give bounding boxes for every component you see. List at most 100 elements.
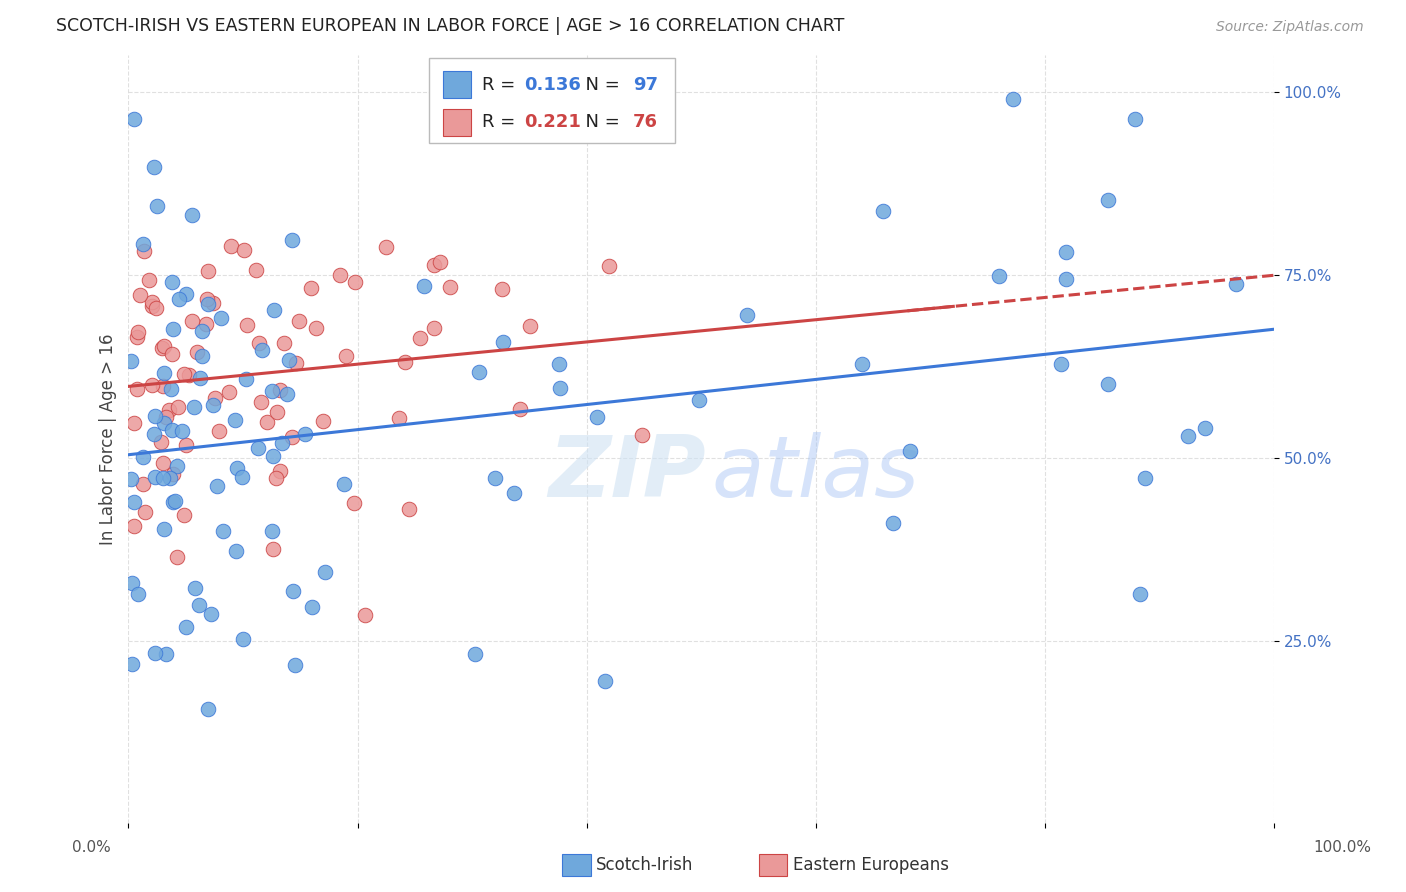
Point [1050,357,1073,371]
Point [165,493,187,508]
Point [468,365,491,379]
Point [689,392,711,407]
Point [235,372,257,386]
Point [153,339,176,353]
Point [179,368,201,382]
Point [162,495,184,509]
Point [155,648,177,662]
Point [271,436,294,450]
Point [120,472,142,486]
Point [197,264,219,278]
Point [269,464,291,478]
Point [484,471,506,485]
Point [464,647,486,661]
Point [264,471,287,485]
Point [281,233,304,247]
Point [201,398,224,412]
Point [898,444,921,458]
Point [246,441,269,455]
Point [233,243,256,257]
Point [284,657,307,672]
Point [502,486,524,500]
Point [245,262,267,277]
Point [180,314,202,328]
Point [1133,471,1156,485]
Point [153,416,176,430]
Point [121,657,143,672]
Point [152,456,174,470]
Point [1194,421,1216,435]
Point [191,324,214,338]
Point [167,400,190,414]
Point [122,495,145,509]
Point [224,413,246,427]
Text: 0.136: 0.136 [524,76,581,94]
Point [872,204,894,219]
Point [204,391,226,405]
Point [160,382,183,396]
Text: R =: R = [482,76,522,94]
Point [548,357,571,371]
Point [226,461,249,475]
Point [409,330,432,344]
Text: N =: N = [574,113,626,131]
Point [162,467,184,482]
Text: 97: 97 [633,76,658,94]
Point [138,273,160,287]
Point [252,343,274,357]
Point [280,430,302,444]
Point [263,303,285,318]
Point [145,301,167,316]
Point [152,471,174,485]
Point [152,379,174,393]
Point [145,646,167,660]
Point [509,402,531,417]
Point [232,632,254,646]
Point [288,313,311,327]
Point [200,607,222,622]
Point [173,508,195,523]
Point [170,424,193,438]
Point [125,382,148,396]
Point [387,411,409,425]
Point [176,619,198,633]
Point [162,275,184,289]
Text: 76: 76 [633,113,658,131]
Point [301,599,323,614]
Point [394,355,416,369]
Text: ZIP: ZIP [548,433,706,516]
Text: SCOTCH-IRISH VS EASTERN EUROPEAN IN LABOR FORCE | AGE > 16 CORRELATION CHART: SCOTCH-IRISH VS EASTERN EUROPEAN IN LABO… [56,17,845,35]
Point [184,581,207,595]
Point [299,281,322,295]
Point [141,294,163,309]
Point [247,335,270,350]
Point [631,427,654,442]
Point [1097,193,1119,207]
Point [188,599,211,613]
Text: Scotch-Irish: Scotch-Irish [596,856,693,874]
Point [1001,92,1024,106]
Point [205,479,228,493]
Point [333,476,356,491]
Point [150,342,173,356]
Point [374,240,396,254]
Point [142,160,165,174]
Point [423,320,446,334]
Point [343,276,366,290]
Point [1177,428,1199,442]
Point [160,347,183,361]
Point [1129,587,1152,601]
Point [197,297,219,311]
Point [250,394,273,409]
Point [429,255,451,269]
Point [131,237,153,252]
Point [122,112,145,126]
Point [585,410,607,425]
Point [183,400,205,414]
Point [269,383,291,397]
Point [127,325,149,339]
Point [121,576,143,591]
Point [219,239,242,253]
Point [202,295,225,310]
Point [1123,112,1146,126]
